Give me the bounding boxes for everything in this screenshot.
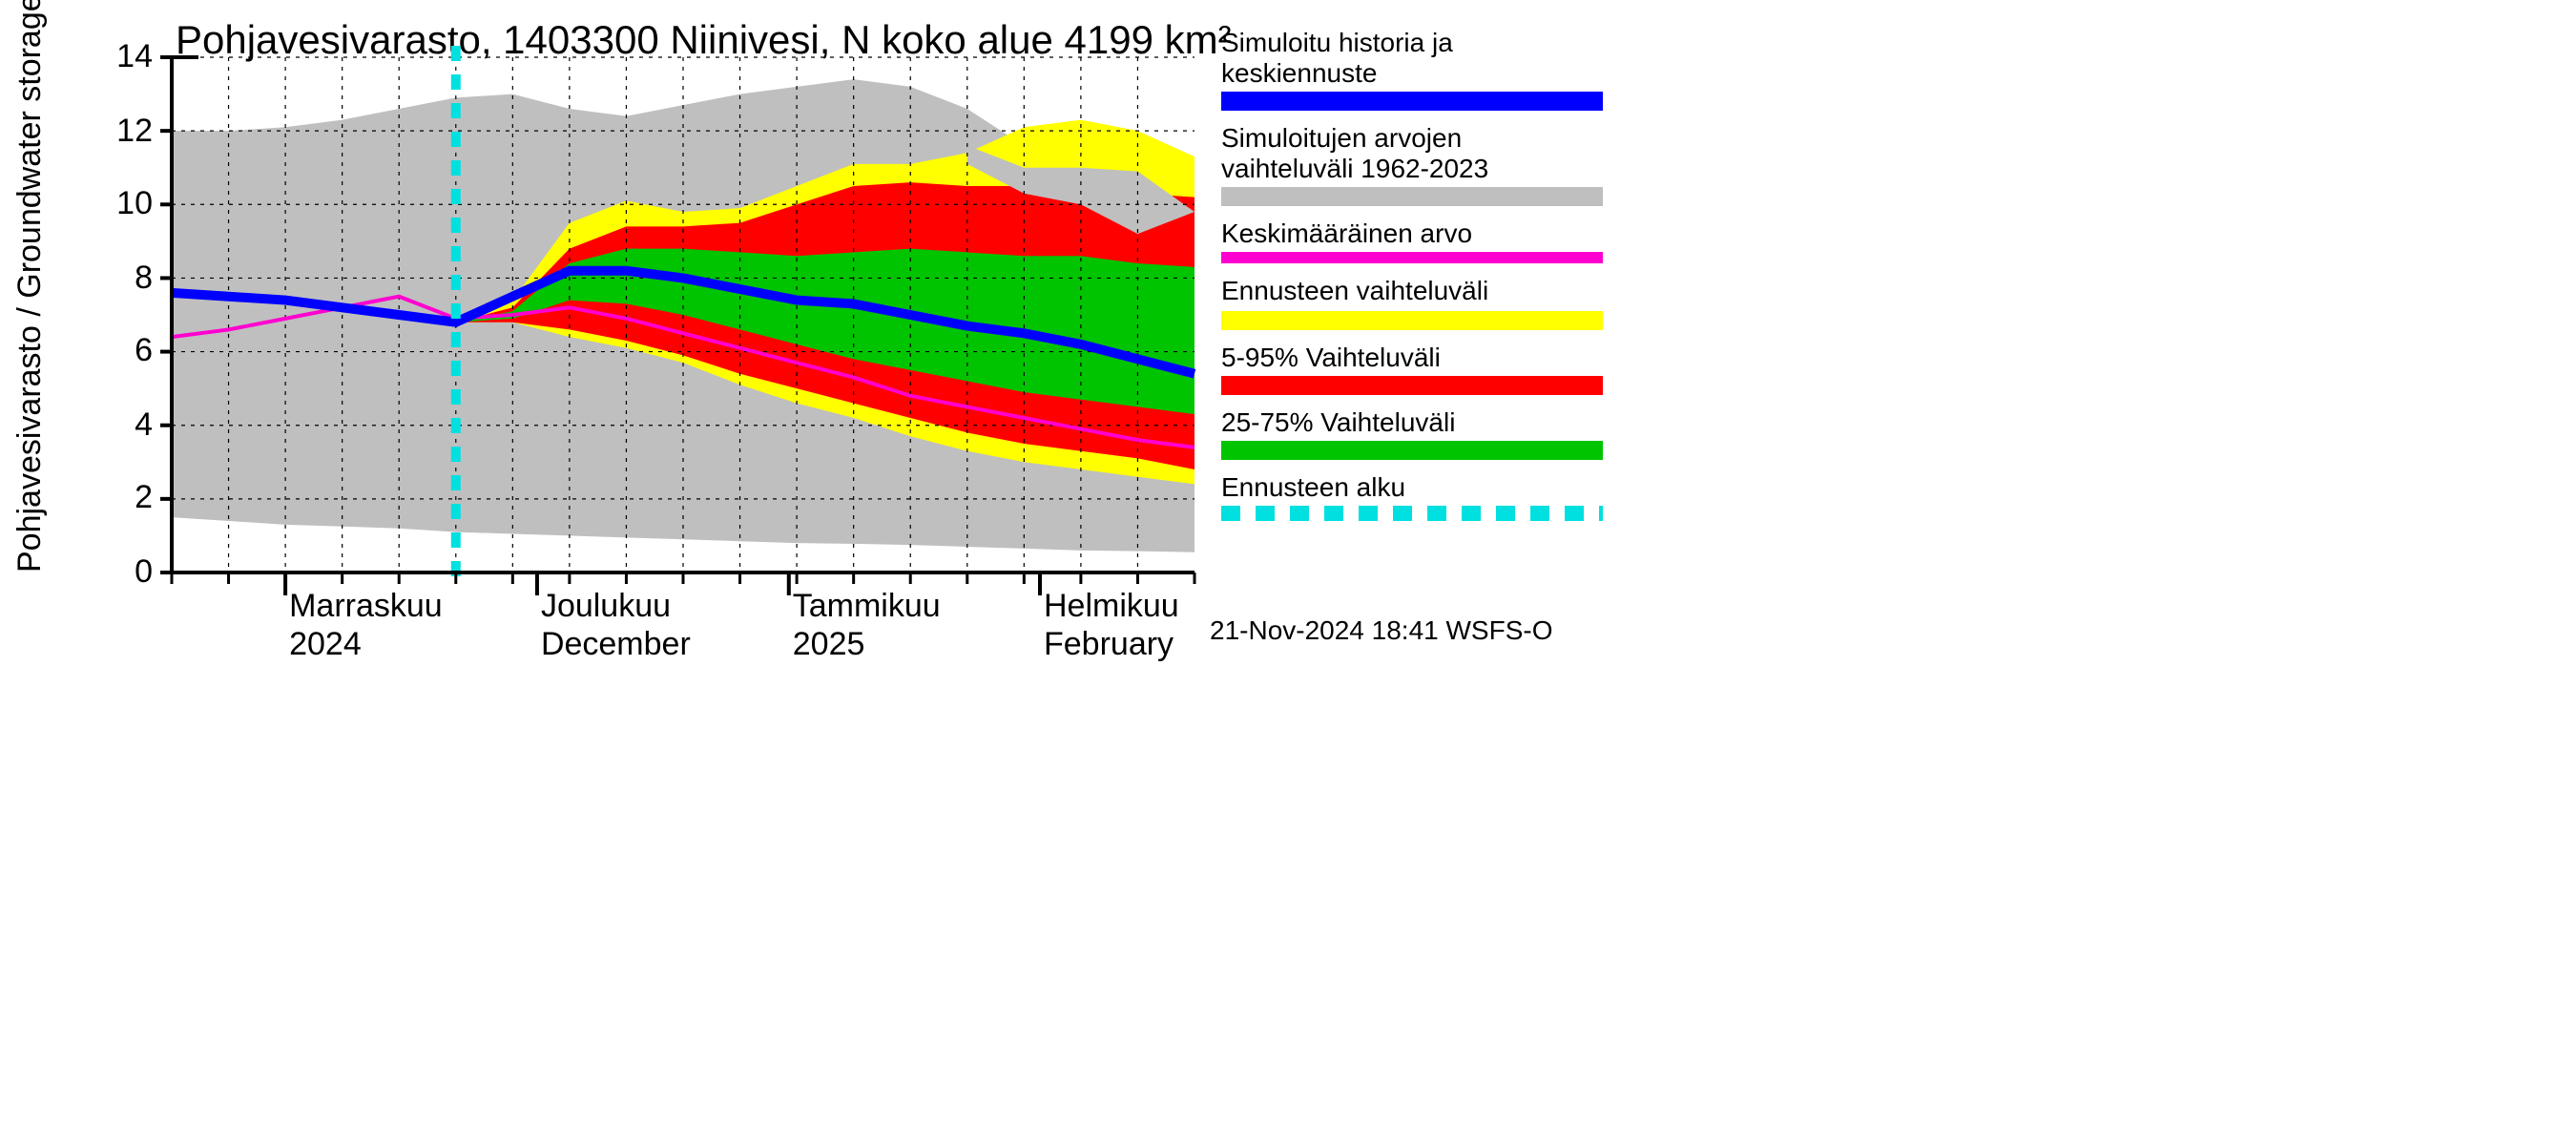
legend-item: Simuloitu historia ja keskiennuste [1221, 27, 1603, 111]
legend-text: 5-95% Vaihteluväli [1221, 341, 1603, 371]
legend-text: Simuloitujen arvojen vaihteluväli 1962-2… [1221, 122, 1603, 183]
legend-item: Simuloitujen arvojen vaihteluväli 1962-2… [1221, 122, 1603, 206]
legend-swatch [1221, 92, 1603, 111]
legend-swatch [1221, 253, 1603, 264]
legend-swatch [1221, 506, 1603, 521]
chart-container: Pohjavesivarasto / Groundwater storage m… [0, 0, 2576, 1145]
legend-item: Ennusteen vaihteluväli [1221, 276, 1603, 329]
legend-text: Ennusteen alku [1221, 471, 1603, 502]
legend-swatch [1221, 188, 1603, 207]
legend-item: Ennusteen alku [1221, 471, 1603, 521]
legend-item: Keskimääräinen arvo [1221, 219, 1603, 264]
legend-text: Keskimääräinen arvo [1221, 219, 1603, 249]
legend-swatch [1221, 375, 1603, 394]
legend-text: Simuloitu historia ja keskiennuste [1221, 27, 1603, 88]
legend-item: 5-95% Vaihteluväli [1221, 341, 1603, 394]
legend: Simuloitu historia ja keskiennuste Simulo… [1221, 27, 1603, 532]
legend-text: Ennusteen vaihteluväli [1221, 276, 1603, 306]
legend-text: 25-75% Vaihteluväli [1221, 406, 1603, 436]
legend-swatch [1221, 441, 1603, 460]
legend-item: 25-75% Vaihteluväli [1221, 406, 1603, 459]
timestamp-label: 21-Nov-2024 18:41 WSFS-O [1210, 614, 1553, 645]
legend-swatch [1221, 310, 1603, 329]
